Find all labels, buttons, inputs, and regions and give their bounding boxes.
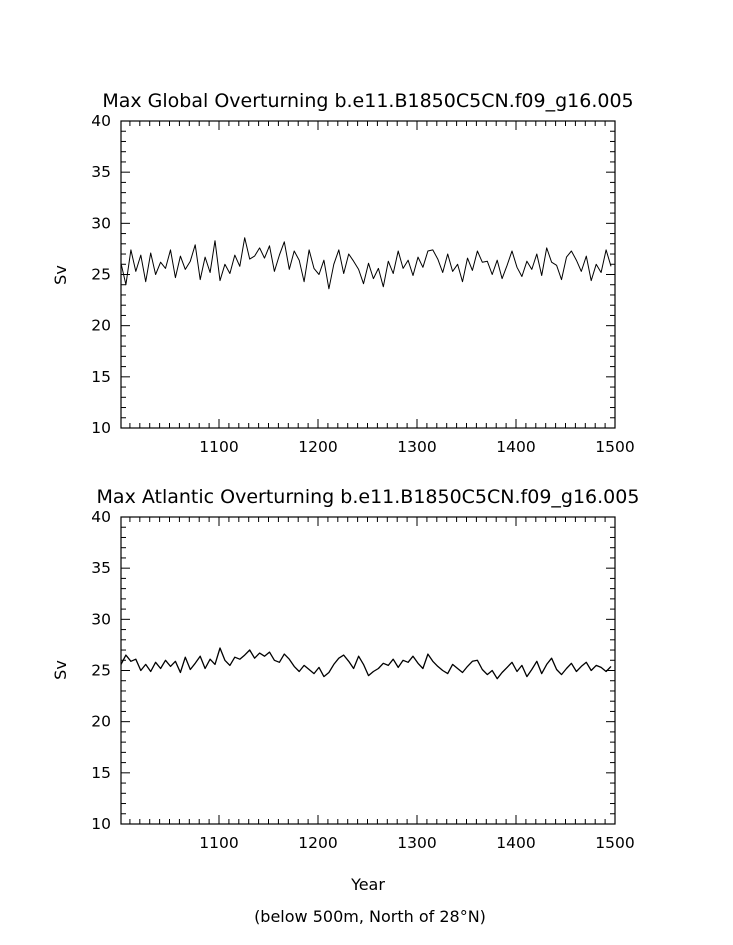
atlantic-plot-frame [120, 516, 616, 825]
atlantic-x-axis-label: Year [350, 875, 385, 894]
atlantic-x-tick-label: 1400 [496, 834, 535, 852]
atlantic-x-tick-label: 1500 [595, 834, 634, 852]
atlantic-y-tick-label: 30 [91, 610, 111, 628]
atlantic-y-tick-label: 25 [91, 662, 111, 680]
global-y-tick-label: 25 [91, 266, 111, 284]
global-y-tick-label: 20 [91, 317, 111, 335]
global-y-tick-label: 35 [91, 163, 111, 181]
global-x-tick-label: 1500 [595, 438, 634, 456]
global-y-axis-label: Sv [51, 265, 70, 285]
atlantic-chart-title: Max Atlantic Overturning b.e11.B1850C5CN… [97, 486, 640, 508]
global-plot-frame [120, 120, 616, 429]
atlantic-y-tick-label: 10 [91, 815, 111, 833]
atlantic-overturning-panel: Max Atlantic Overturning b.e11.B1850C5CN… [51, 486, 639, 894]
global-y-tick-label: 40 [91, 112, 111, 130]
global-overturning-panel: Max Global Overturning b.e11.B1850C5CN.f… [51, 90, 635, 456]
global-axis-ticks [121, 120, 616, 429]
atlantic-y-tick-label: 15 [91, 764, 111, 782]
global-x-tick-label: 1100 [199, 438, 238, 456]
atlantic-x-tick-label: 1200 [298, 834, 337, 852]
global-x-tick-label: 1200 [298, 438, 337, 456]
global-x-tick-label: 1400 [496, 438, 535, 456]
atlantic-y-axis-label: Sv [51, 660, 70, 680]
atlantic-x-tick-label: 1300 [397, 834, 436, 852]
atlantic-tick-labels: 1100 1200 1300 1400 1500 10 15 20 25 30 35 40 [91, 508, 634, 852]
global-chart-title: Max Global Overturning b.e11.B1850C5CN.f… [102, 90, 633, 112]
atlantic-series-line [120, 647, 612, 680]
atlantic-y-tick-label: 40 [91, 508, 111, 526]
footnote: (below 500m, North of 28°N) [254, 907, 486, 926]
global-y-tick-label: 15 [91, 368, 111, 386]
global-tick-labels: 1100 1200 1300 1400 1500 10 15 20 25 30 35 40 [91, 112, 634, 456]
atlantic-x-tick-label: 1100 [199, 834, 238, 852]
global-series-line [120, 237, 612, 290]
atlantic-y-tick-label: 35 [91, 559, 111, 577]
atlantic-y-tick-label: 20 [91, 713, 111, 731]
global-y-tick-label: 30 [91, 214, 111, 232]
atlantic-axis-ticks [121, 516, 616, 825]
global-x-tick-label: 1300 [397, 438, 436, 456]
global-y-tick-label: 10 [91, 419, 111, 437]
